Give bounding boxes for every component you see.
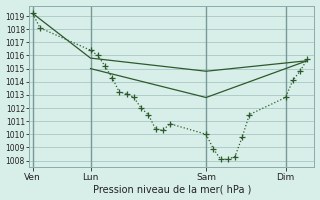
X-axis label: Pression niveau de la mer( hPa ): Pression niveau de la mer( hPa ) bbox=[92, 184, 251, 194]
